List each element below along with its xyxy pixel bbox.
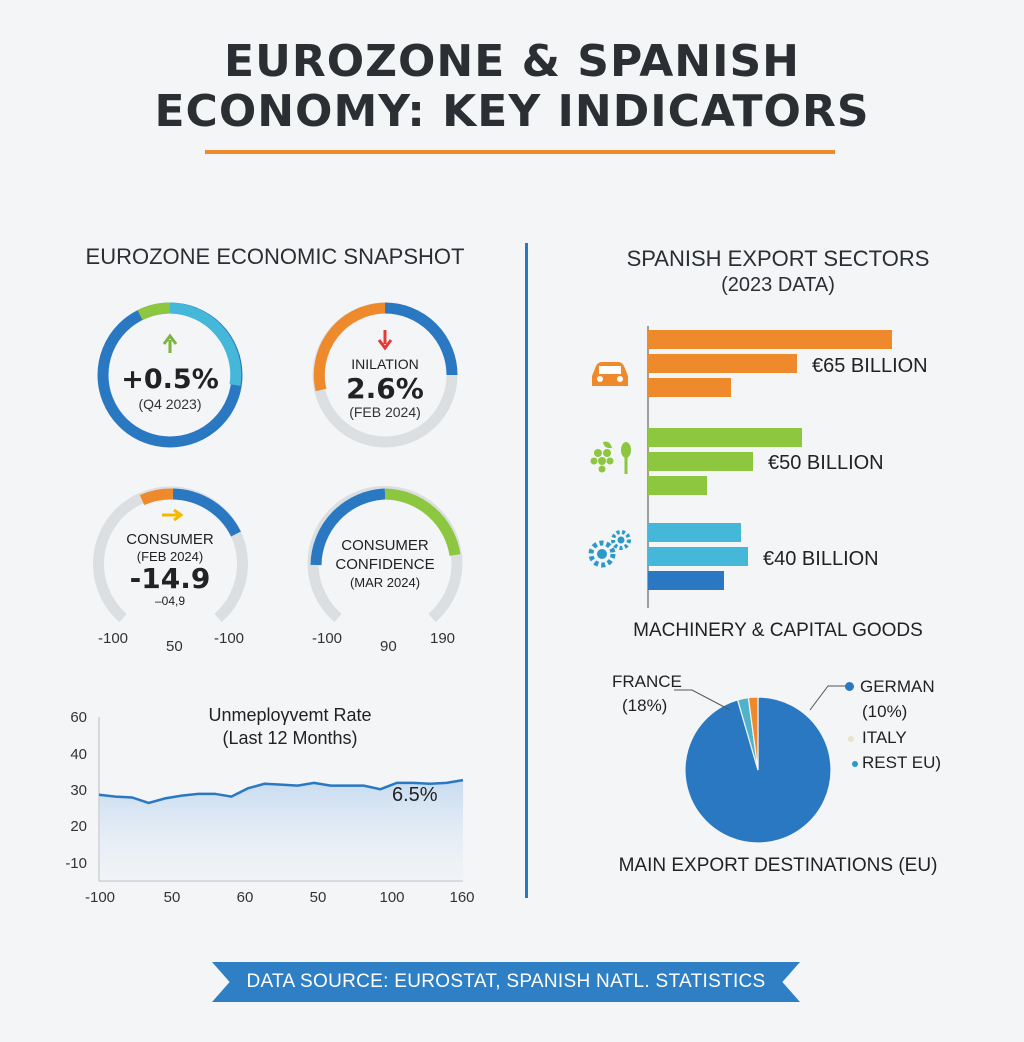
sector-label-2: €50 BILLION (768, 452, 884, 474)
sector-label-1: €65 BILLION (812, 355, 928, 377)
pie-label-france-pct: (18%) (622, 696, 668, 715)
export-bar (648, 428, 802, 447)
sector-label-3: €40 BILLION (763, 548, 879, 570)
column-divider (525, 243, 528, 898)
sector-icons (588, 326, 649, 608)
title-underline (205, 150, 835, 154)
pie-label-german-pct: (10%) (862, 702, 908, 721)
unemployment-line-chart: 60 40 30 20 -10 -100 50 60 50 100 160 (65, 709, 474, 906)
unemployment-annotation: 6.5% (392, 784, 438, 806)
pie-label-italy: ITALY (862, 728, 907, 747)
machinery-label: MACHINERY & CAPITAL GOODS (633, 620, 923, 641)
export-bar (648, 452, 753, 471)
gauge-confidence-label-2: CONFIDENCE (335, 556, 435, 573)
german-legend-dot (845, 682, 854, 691)
gauge-confidence-tick-mid: 90 (380, 638, 397, 655)
gauge-confidence-label: CONSUMER (341, 537, 429, 554)
unemployment-line (98, 778, 464, 805)
grapes-spoon-icon (590, 441, 631, 474)
car-icon (592, 362, 628, 386)
pie-label-rest: REST EU) (862, 753, 942, 772)
unemployment-title-2: (Last 12 Months) (222, 728, 358, 748)
gauge-consumer-value: -14.9 (129, 562, 211, 595)
destinations-pie (684, 696, 832, 844)
italy-legend-dot (848, 736, 854, 742)
pie-label-france: FRANCE (612, 672, 682, 691)
gears-icon (588, 530, 631, 568)
y-tick-label: 20 (70, 818, 87, 835)
pie-slice (747, 696, 759, 771)
gauge-confidence-tick-left: -100 (312, 630, 343, 647)
gauge-consumer-tick-mid: 50 (166, 638, 183, 655)
gauge-consumer-tick-left: -100 (98, 630, 129, 647)
export-bar (648, 523, 741, 542)
x-tick-label: 50 (164, 889, 181, 906)
arrow-right-icon (162, 508, 184, 522)
exports-heading-1: SPANISH EXPORT SECTORS (626, 246, 930, 271)
export-bar (648, 330, 892, 349)
gauge-consumer-date: (FEB 2024) (136, 549, 204, 564)
export-bar (648, 547, 749, 566)
gauge-consumer-sub: –04,9 (154, 594, 186, 608)
gauge-confidence-tick-right: 190 (430, 630, 456, 647)
export-bar (648, 476, 707, 495)
gauge-gdp (97, 302, 243, 448)
gauge-consumer-tick-right: -100 (214, 630, 245, 647)
gauges-svg (93, 302, 463, 623)
page-title-line-2: ECONOMY: KEY INDICATORS (154, 86, 870, 137)
export-bar (648, 354, 797, 373)
gauge-inflation-label: INILATION (351, 356, 419, 372)
exports-heading-2: (2023 DATA) (721, 274, 835, 296)
gauge-consumer-label: CONSUMER (126, 531, 214, 548)
gauge-inflation (312, 302, 458, 448)
x-tick-label: 60 (237, 889, 254, 906)
gauge-gdp-sub: (Q4 2023) (138, 396, 202, 412)
y-tick-label: 30 (70, 782, 87, 799)
y-tick-label: 60 (70, 709, 87, 726)
gauge-consumer (93, 486, 248, 623)
page-title-line-1: EUROZONE & SPANISH (224, 36, 800, 87)
eurozone-heading: EUROZONE ECONOMIC SNAPSHOT (85, 244, 465, 269)
rest-legend-dot (852, 761, 858, 767)
gauge-confidence-date: (MAR 2024) (349, 575, 421, 590)
pie-label-german: GERMAN (860, 677, 935, 696)
y-tick-label: 40 (70, 746, 87, 763)
unemployment-area (99, 780, 463, 881)
gauge-gdp-value: +0.5% (121, 364, 219, 395)
unemployment-title-1: Unmeploγvemt Rate (208, 705, 372, 725)
x-tick-label: -100 (85, 889, 115, 906)
export-bar (648, 378, 731, 397)
x-tick-label: 100 (379, 889, 404, 906)
gauge-inflation-value: 2.6% (346, 372, 424, 405)
data-source-banner: DATA SOURCE: EUROSTAT, SPANISH NATL. STA… (212, 962, 800, 1002)
x-tick-label: 160 (449, 889, 474, 906)
export-bar (648, 571, 724, 590)
destinations-caption: MAIN EXPORT DESTINATIONS (EU) (618, 855, 938, 876)
pie-leader-lines (674, 685, 846, 711)
y-tick-label: -10 (65, 855, 87, 872)
x-tick-label: 50 (310, 889, 327, 906)
arrow-down-icon (377, 330, 393, 351)
arrow-up-icon (162, 333, 178, 353)
gauge-inflation-sub: (FEB 2024) (349, 404, 421, 420)
gauge-consumer-confidence (307, 485, 463, 623)
export-bars (648, 330, 898, 600)
